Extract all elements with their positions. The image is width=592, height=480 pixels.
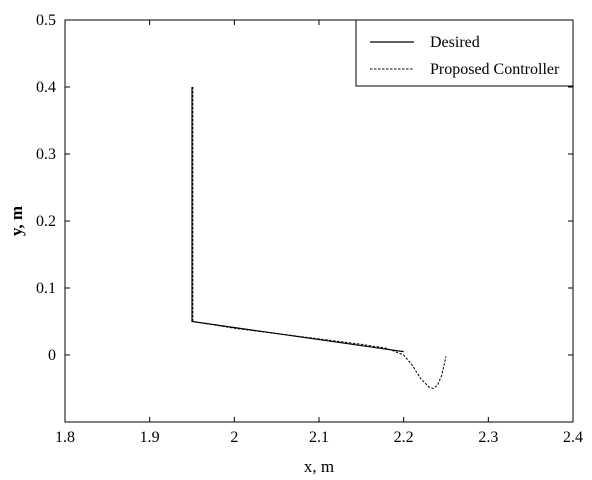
legend: Desired Proposed Controller <box>355 19 574 87</box>
x-tick-label: 2.4 <box>563 429 583 446</box>
y-tick-label: 0.5 <box>36 12 56 29</box>
legend-label-1: Desired <box>430 34 480 51</box>
legend-label-2: Proposed Controller <box>430 61 560 78</box>
y-tick-label: 0 <box>48 347 56 364</box>
y-tick-label: 0.1 <box>36 280 56 297</box>
x-tick-label: 2.2 <box>394 429 414 446</box>
series-line-2 <box>192 87 447 390</box>
x-tick-label: 2.3 <box>478 429 498 446</box>
y-tick-label: 0.2 <box>36 213 56 230</box>
legend-box <box>355 19 574 87</box>
x-tick-label: 2.1 <box>309 429 329 446</box>
y-tick-label: 0.3 <box>36 146 56 163</box>
x-tick-label: 1.9 <box>140 429 160 446</box>
series-group <box>191 87 447 390</box>
x-axis-label: x, m <box>304 457 334 475</box>
series-line-1 <box>191 87 404 353</box>
axis-ticks: 1.8 1.9 2 2.1 2.2 2.3 2.4 0 0.1 0.2 0.3 0.4 0.5 <box>36 12 583 446</box>
x-tick-label: 2 <box>230 429 238 446</box>
x-tick-label: 1.8 <box>55 429 75 446</box>
y-axis-label: y, m <box>7 206 26 236</box>
y-tick-label: 0.4 <box>36 79 56 96</box>
